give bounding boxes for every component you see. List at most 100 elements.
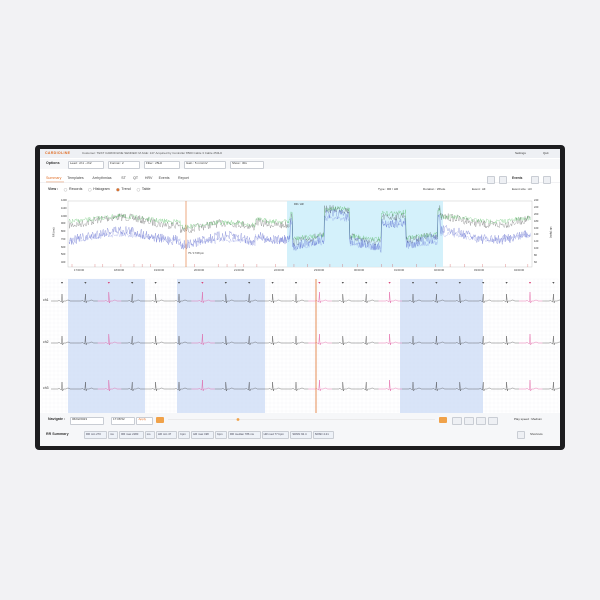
playback-button[interactable] (476, 416, 486, 425)
beat-marker (458, 282, 461, 284)
scroll-button[interactable] (517, 431, 525, 439)
date-input[interactable] (70, 416, 104, 425)
trend-trace (68, 215, 531, 250)
dropdown[interactable] (144, 160, 180, 169)
time-input-text[interactable]: 17:08:52 (113, 417, 125, 422)
tab[interactable]: HRV (144, 176, 153, 180)
summary-chip (215, 431, 227, 439)
tab[interactable]: Report (178, 176, 189, 180)
beat-marker (341, 282, 344, 284)
beat-marker (84, 282, 87, 284)
nav-button[interactable] (499, 175, 507, 184)
logo: CARDIOLINE (45, 151, 71, 155)
graphics (40, 181, 560, 421)
filter-dropdown[interactable]: Duration : Whole (423, 187, 446, 191)
summary-chip-text: ms (146, 431, 151, 436)
timeline-handle (236, 418, 240, 421)
playback-button[interactable] (488, 416, 498, 425)
dropdown-text[interactable]: Format : 2 (110, 161, 124, 166)
summary-chip (156, 431, 178, 439)
trend-trace (68, 205, 531, 242)
y-tick-label: 1100 (61, 206, 67, 210)
play-speed-dropdown[interactable]: Play speed : Medium (514, 417, 543, 422)
dropdown[interactable] (184, 160, 226, 169)
radio-label[interactable]: Histogram (93, 187, 110, 191)
beat-marker (201, 282, 204, 284)
beat-marker (412, 282, 414, 284)
beat-marker (295, 282, 297, 284)
dropdown[interactable] (108, 160, 140, 169)
x-tick-label: 21:00:00 (234, 269, 245, 272)
y2-axis-label: HR (bpm) (548, 226, 552, 238)
dropdown-text[interactable]: Filter : 25Hz (146, 161, 163, 166)
radio (136, 188, 141, 192)
beat-marker (529, 282, 531, 284)
y2-tick-label: 60 (534, 261, 537, 264)
x-tick-label: 17:00:00 (74, 269, 85, 272)
summary-chip-text: RR max 2180 (121, 431, 139, 436)
tab[interactable]: Templates (67, 176, 84, 180)
summary-chip-text: bpm (180, 431, 186, 436)
radio-label[interactable]: Records (69, 187, 83, 191)
dropdown[interactable] (230, 160, 264, 169)
tab[interactable]: Summary (46, 176, 62, 180)
ecg-trace-abnormal (519, 333, 543, 346)
ecg-trace (51, 293, 560, 304)
nav-button[interactable] (487, 175, 495, 184)
time-input[interactable] (111, 416, 135, 425)
y2-tick-label: 140 (534, 233, 539, 237)
quit-button[interactable]: Quit (543, 151, 549, 155)
dropdown-text[interactable]: Lead : ch1 - ch2 (70, 161, 92, 166)
apply-button-text[interactable]: Apply (138, 417, 147, 422)
nav-button[interactable] (543, 175, 551, 184)
screen: CARDIOLINE Customer: TEST CARDIOLINE SEND… (40, 149, 560, 446)
tab[interactable]: Events (158, 176, 170, 180)
beat-marker (505, 282, 508, 284)
y-tick-label: 400 (61, 261, 66, 264)
summary-chip (144, 431, 155, 439)
beat-marker (61, 282, 63, 284)
highlight-region (177, 279, 265, 413)
dropdown[interactable] (68, 160, 104, 169)
tab[interactable]: ST (121, 176, 126, 180)
y-tick-label: 1200 (61, 199, 67, 202)
y2-tick-label: 120 (534, 240, 539, 244)
y-tick-label: 800 (61, 230, 66, 233)
ecg-trace-abnormal (378, 379, 402, 392)
tab[interactable]: QT (133, 176, 139, 180)
x-tick-label: 01:00:00 (394, 269, 405, 272)
radio-label[interactable]: Table (141, 187, 151, 191)
filter-dropdown[interactable]: Event : All (472, 187, 486, 191)
nav-button[interactable] (531, 175, 539, 184)
playback-button[interactable] (464, 416, 474, 425)
playback-button[interactable] (452, 416, 462, 425)
orange-button[interactable] (156, 416, 164, 423)
radio-label[interactable]: Trend (121, 187, 131, 191)
selection-label: RR / HR (294, 202, 304, 206)
summary-chip (178, 431, 191, 439)
date-input-text[interactable]: 06/02/2023 (72, 417, 88, 422)
settings-button[interactable]: Settings (515, 151, 526, 155)
x-tick-label: 22:00:00 (274, 269, 285, 272)
y2-tick-label: 200 (534, 212, 539, 216)
summary-chip-text: SDSD 4.21 (314, 431, 329, 436)
play-button[interactable] (439, 416, 447, 423)
dropdown-text[interactable]: Gain : 5 mm/mV (186, 161, 208, 166)
summary-chip (312, 431, 335, 439)
dropdown-text[interactable]: Show : 30s (232, 161, 247, 166)
apply-button[interactable] (136, 416, 153, 425)
top-bar (40, 149, 560, 158)
ecg-trace-abnormal (378, 291, 402, 304)
summary-chip (108, 431, 119, 439)
tab[interactable]: Arrhythmias (92, 176, 112, 180)
cursor-label: 75 / 17:08 pm (188, 252, 204, 255)
navigate-label: Navigate : (48, 417, 66, 421)
filter-dropdown[interactable]: Event size : All (512, 187, 532, 191)
summary-chip-text: RR median 786 ms (230, 431, 254, 436)
radio (88, 188, 92, 192)
beat-marker (178, 282, 180, 284)
shortcuts-button[interactable]: Shortcuts (530, 431, 543, 436)
summary-chip (119, 431, 144, 439)
radio (116, 188, 120, 192)
filter-dropdown[interactable]: Type : RR / HR (378, 187, 399, 191)
